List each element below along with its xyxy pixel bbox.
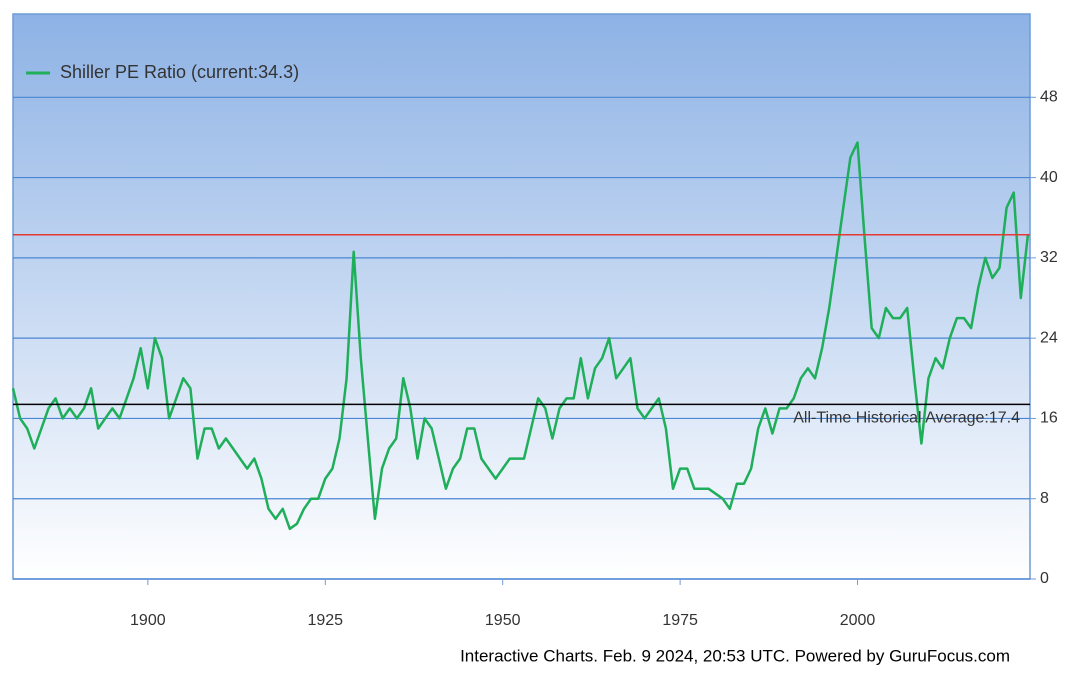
x-tick-label: 1975 (662, 612, 698, 629)
x-tick-label: 1950 (485, 612, 521, 629)
y-tick-label: 48 (1040, 89, 1058, 106)
x-tick-label: 1900 (130, 612, 166, 629)
plot-area (12, 13, 1031, 580)
legend-label: Shiller PE Ratio (current:34.3) (60, 62, 299, 82)
y-tick-label: 8 (1040, 490, 1049, 507)
series-line (11, 141, 1030, 531)
x-tick-label: 1925 (307, 612, 343, 629)
y-tick-label: 32 (1040, 249, 1058, 266)
reference-label: All-Time Historical Average:17.4 (793, 410, 1020, 427)
footer: Interactive Charts. Feb. 9 2024, 20:53 U… (460, 646, 1010, 665)
x-tick-label: 2000 (840, 612, 876, 629)
y-tick-label: 24 (1040, 329, 1058, 346)
y-tick-label: 16 (1040, 410, 1058, 427)
y-tick-label: 0 (1040, 570, 1049, 587)
y-tick-label: 40 (1040, 169, 1058, 186)
